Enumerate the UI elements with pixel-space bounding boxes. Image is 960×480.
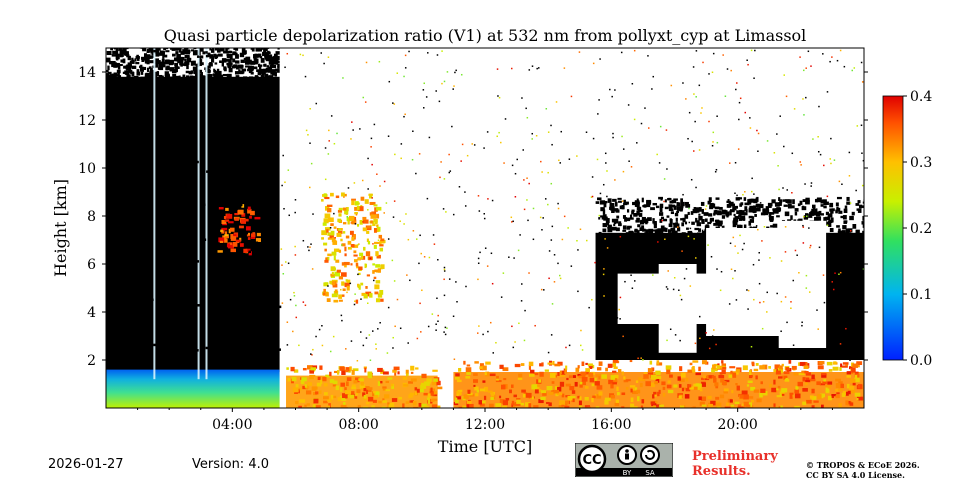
clear-gap xyxy=(778,220,827,348)
streak xyxy=(205,48,208,380)
region-afternoon-dust xyxy=(453,360,864,408)
copyright-notice: © TROPOS & ECoE 2026. CC BY SA 4.0 Licen… xyxy=(806,460,920,480)
colorbar-axis: 0.0 0.1 0.2 0.3 0.4 xyxy=(903,89,932,369)
x-tick-label: 16:00 xyxy=(591,417,631,433)
x-axis-label: Time [UTC] xyxy=(438,437,532,456)
heatmap-area xyxy=(106,48,864,408)
date-label: 2026-01-27 xyxy=(48,457,124,472)
x-tick-label: 04:00 xyxy=(212,417,252,433)
preliminary-line-2: Results. xyxy=(692,464,751,479)
data-gap xyxy=(279,48,286,408)
colorbar xyxy=(882,95,904,361)
sa-text: SA xyxy=(645,469,655,477)
y-tick-label: 4 xyxy=(87,305,96,321)
region-aerosol-layer-morning xyxy=(106,369,280,408)
region-elevated-dust-0430 xyxy=(217,204,261,256)
streak xyxy=(153,48,156,380)
by-text: BY xyxy=(623,469,632,477)
region-elevated-dust-0800 xyxy=(321,192,386,304)
streak xyxy=(197,48,200,380)
colorbar-tick-label: 0.2 xyxy=(910,221,932,237)
x-tick-label: 20:00 xyxy=(717,417,757,433)
region-dust-plume-midday xyxy=(286,365,443,408)
colorbar-tick-label: 0.3 xyxy=(910,155,932,171)
y-tick-label: 8 xyxy=(87,209,96,225)
x-tick-label: 08:00 xyxy=(338,417,378,433)
cc-text: CC xyxy=(582,453,601,468)
x-axis: 04:00 08:00 12:00 16:00 20:00 xyxy=(137,408,833,433)
chart-title: Quasi particle depolarization ratio (V1)… xyxy=(164,26,807,45)
version-label: Version: 4.0 xyxy=(192,457,269,472)
y-tick-label: 14 xyxy=(78,65,96,81)
colorbar-tick-label: 0.1 xyxy=(910,287,932,303)
y-tick-label: 12 xyxy=(78,113,96,129)
copyright-line-1: © TROPOS & ECoE 2026. xyxy=(806,460,920,470)
y-tick-label: 10 xyxy=(78,161,96,177)
copyright-line-2: CC BY SA 4.0 License. xyxy=(806,470,905,480)
y-axis-label: Height [km] xyxy=(51,179,70,277)
region-black-masked-morning xyxy=(106,48,283,373)
cc-icon xyxy=(577,444,607,474)
y-axis: 2 4 6 8 10 12 14 xyxy=(78,65,868,369)
preliminary-line-1: Preliminary xyxy=(692,449,778,464)
y-tick-label: 2 xyxy=(87,353,96,369)
colorbar-tick-label: 0.4 xyxy=(910,89,932,105)
y-tick-label: 6 xyxy=(87,257,96,273)
cc-license-badge: CC BY SA xyxy=(575,443,673,477)
colorbar-tick-label: 0.0 xyxy=(910,353,932,369)
clear-gap xyxy=(658,264,697,353)
x-tick-label: 12:00 xyxy=(465,417,505,433)
sa-icon xyxy=(640,445,660,465)
preliminary-notice: Preliminary Results. xyxy=(692,449,778,479)
